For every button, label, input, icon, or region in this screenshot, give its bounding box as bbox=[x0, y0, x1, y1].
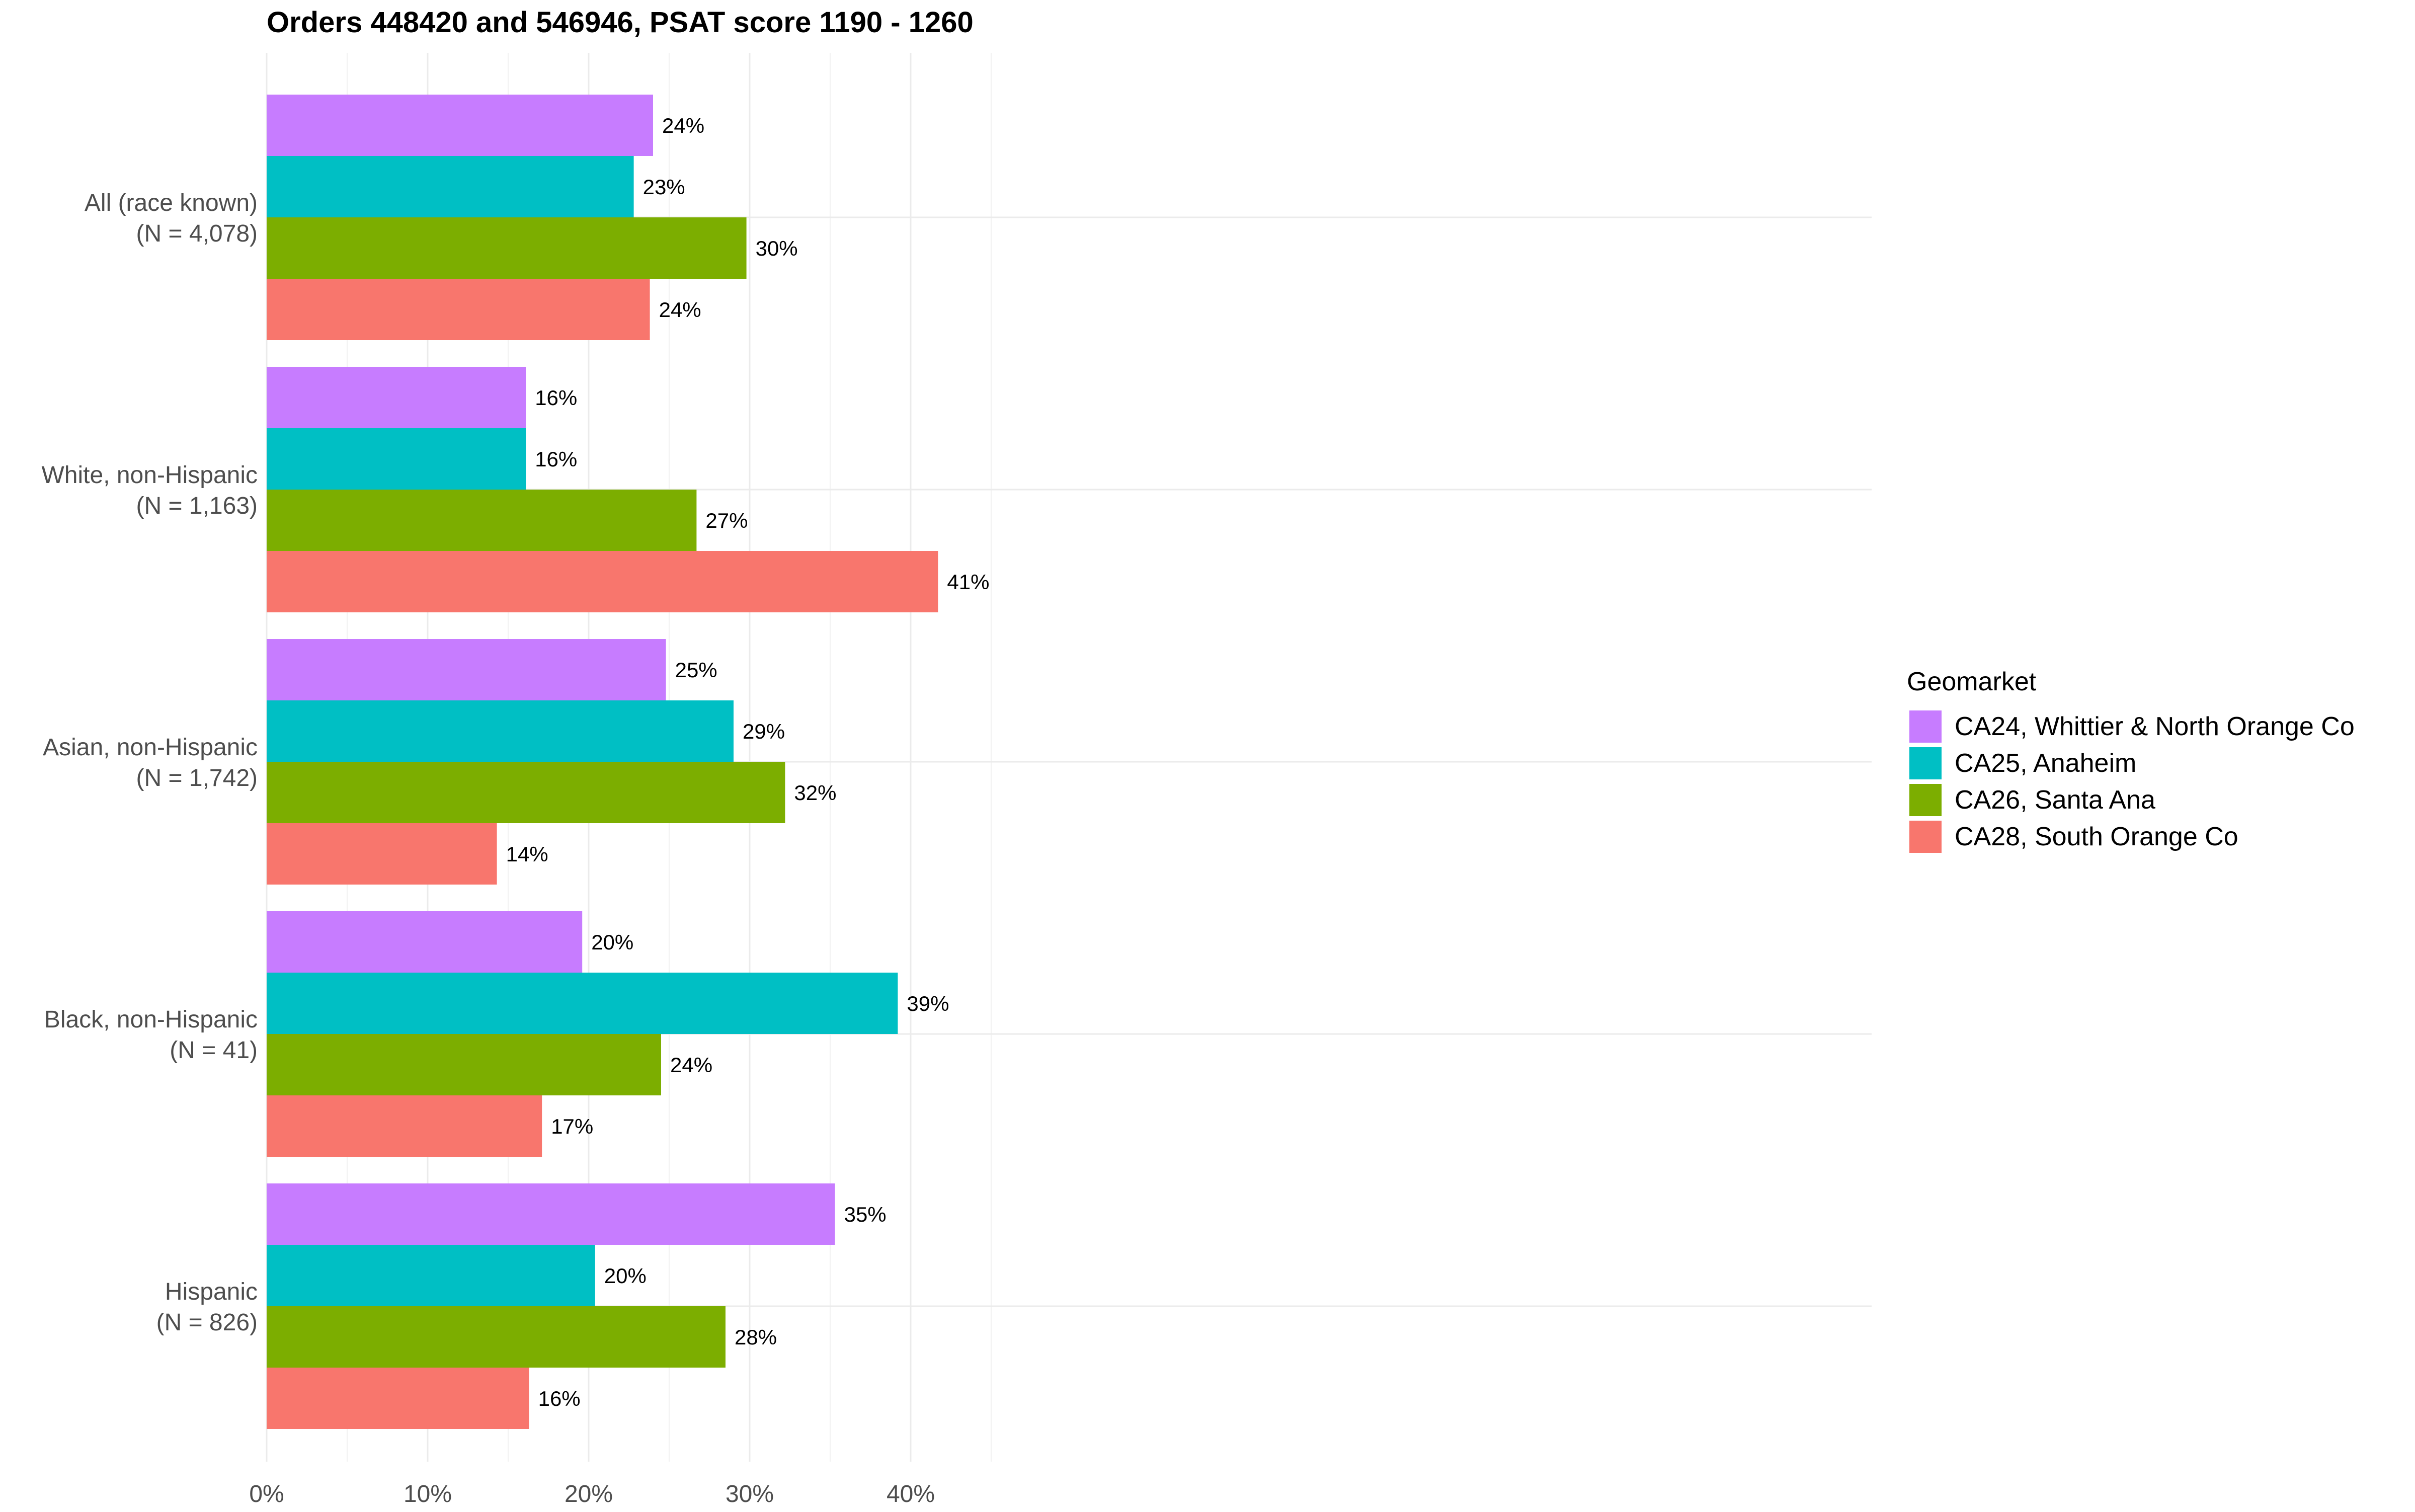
bar bbox=[267, 428, 526, 490]
data-label: 20% bbox=[604, 1264, 647, 1288]
bar bbox=[267, 551, 938, 612]
data-label: 16% bbox=[538, 1387, 581, 1410]
data-label: 27% bbox=[705, 509, 748, 532]
y-tick-label-n: (N = 1,163) bbox=[136, 493, 258, 519]
data-label: 16% bbox=[535, 386, 577, 410]
bar bbox=[267, 1368, 529, 1429]
data-label: 20% bbox=[591, 930, 633, 954]
y-tick-label-n: (N = 41) bbox=[170, 1037, 258, 1064]
y-tick-label: Asian, non-Hispanic bbox=[43, 734, 258, 761]
data-label: 24% bbox=[670, 1053, 712, 1077]
data-label: 16% bbox=[535, 447, 577, 471]
legend-label: CA28, South Orange Co bbox=[1955, 822, 2238, 851]
bar bbox=[267, 700, 734, 762]
data-label: 23% bbox=[643, 175, 685, 199]
data-label: 24% bbox=[662, 114, 704, 137]
bar bbox=[267, 1095, 542, 1157]
bar bbox=[267, 279, 650, 340]
bar bbox=[267, 911, 583, 973]
x-tick-label: 10% bbox=[404, 1481, 452, 1507]
bar bbox=[267, 1183, 835, 1245]
legend-swatch bbox=[1909, 821, 1942, 853]
bar bbox=[267, 1034, 661, 1095]
legend-label: CA25, Anaheim bbox=[1955, 749, 2136, 778]
bar bbox=[267, 217, 747, 279]
y-axis: All (race known) (N = 4,078) White, non-Hi… bbox=[41, 190, 258, 1336]
bar bbox=[267, 639, 666, 700]
y-tick-label-n: (N = 4,078) bbox=[136, 220, 258, 247]
x-axis: 0% 10% 20% 30% 40% bbox=[249, 1481, 935, 1507]
data-label: 17% bbox=[551, 1115, 593, 1138]
bar bbox=[267, 973, 898, 1034]
data-label: 41% bbox=[947, 570, 989, 594]
x-tick-label: 20% bbox=[565, 1481, 613, 1507]
y-tick-label-n: (N = 826) bbox=[156, 1309, 258, 1336]
bar bbox=[267, 1245, 595, 1306]
legend-swatch bbox=[1909, 747, 1942, 779]
legend: Geomarket CA24, Whittier & North Orange … bbox=[1907, 667, 2355, 853]
x-tick-label: 40% bbox=[887, 1481, 935, 1507]
bar bbox=[267, 1306, 726, 1368]
data-label: 35% bbox=[844, 1203, 887, 1226]
x-tick-label: 30% bbox=[726, 1481, 774, 1507]
bar bbox=[267, 762, 785, 823]
bars bbox=[267, 95, 938, 1429]
data-label: 25% bbox=[675, 658, 717, 682]
legend-swatch bbox=[1909, 710, 1942, 743]
data-label: 14% bbox=[506, 842, 548, 866]
data-label: 24% bbox=[659, 298, 701, 322]
data-label: 32% bbox=[794, 781, 836, 805]
legend-label: CA26, Santa Ana bbox=[1955, 785, 2155, 815]
y-tick-label: White, non-Hispanic bbox=[41, 462, 258, 489]
bar bbox=[267, 823, 497, 885]
y-tick-label: All (race known) bbox=[85, 190, 258, 216]
data-label: 28% bbox=[735, 1325, 777, 1349]
bar bbox=[267, 367, 526, 428]
bar bbox=[267, 156, 634, 217]
y-tick-label: Black, non-Hispanic bbox=[44, 1006, 258, 1033]
chart-title: Orders 448420 and 546946, PSAT score 119… bbox=[267, 6, 974, 39]
bar bbox=[267, 490, 697, 551]
data-label: 30% bbox=[756, 236, 798, 260]
y-tick-label: Hispanic bbox=[165, 1279, 258, 1305]
y-tick-label-n: (N = 1,742) bbox=[136, 765, 258, 791]
bar bbox=[267, 95, 653, 156]
legend-title: Geomarket bbox=[1907, 667, 2037, 696]
data-label: 39% bbox=[907, 992, 949, 1015]
data-labels: 24% 23% 30% 24% 16% 16% 27% 41% 25% 29% 32% 14% 20% 3… bbox=[506, 114, 990, 1410]
x-tick-label: 0% bbox=[249, 1481, 284, 1507]
data-label: 29% bbox=[743, 720, 785, 743]
legend-swatch bbox=[1909, 784, 1942, 816]
legend-label: CA24, Whittier & North Orange Co bbox=[1955, 712, 2355, 741]
